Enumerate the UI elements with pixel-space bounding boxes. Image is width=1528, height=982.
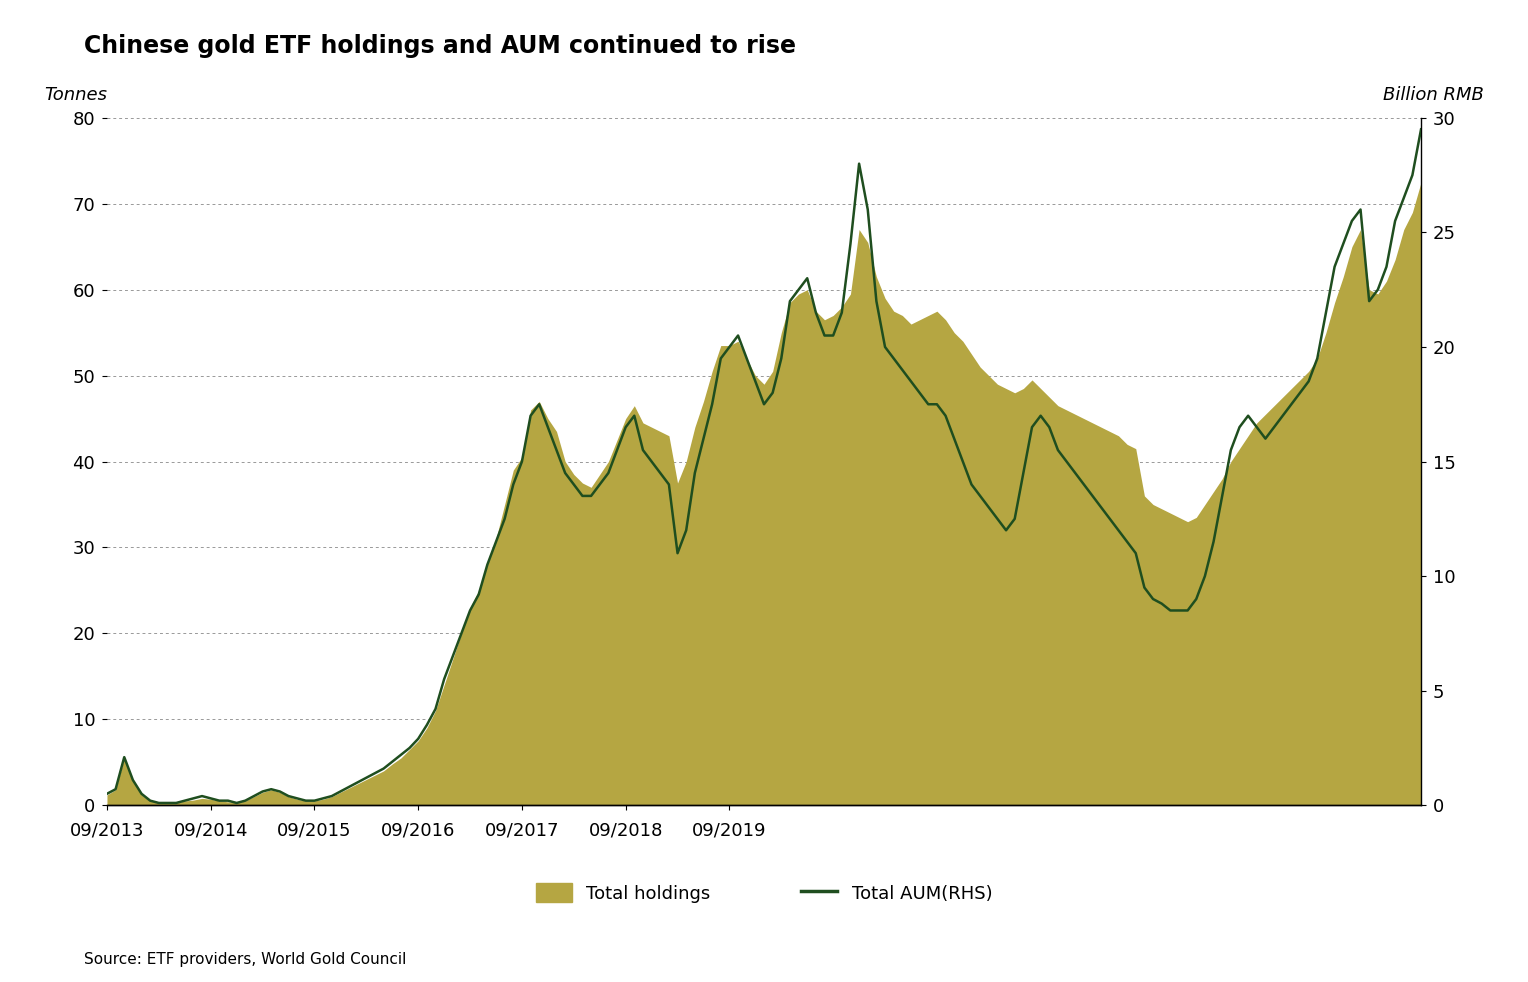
Text: Source: ETF providers, World Gold Council: Source: ETF providers, World Gold Counci… xyxy=(84,953,406,967)
Legend: Total holdings, Total AUM(RHS): Total holdings, Total AUM(RHS) xyxy=(536,884,992,902)
Text: Billion RMB: Billion RMB xyxy=(1383,86,1484,104)
Text: Tonnes: Tonnes xyxy=(44,86,107,104)
Text: Chinese gold ETF holdings and AUM continued to rise: Chinese gold ETF holdings and AUM contin… xyxy=(84,34,796,58)
